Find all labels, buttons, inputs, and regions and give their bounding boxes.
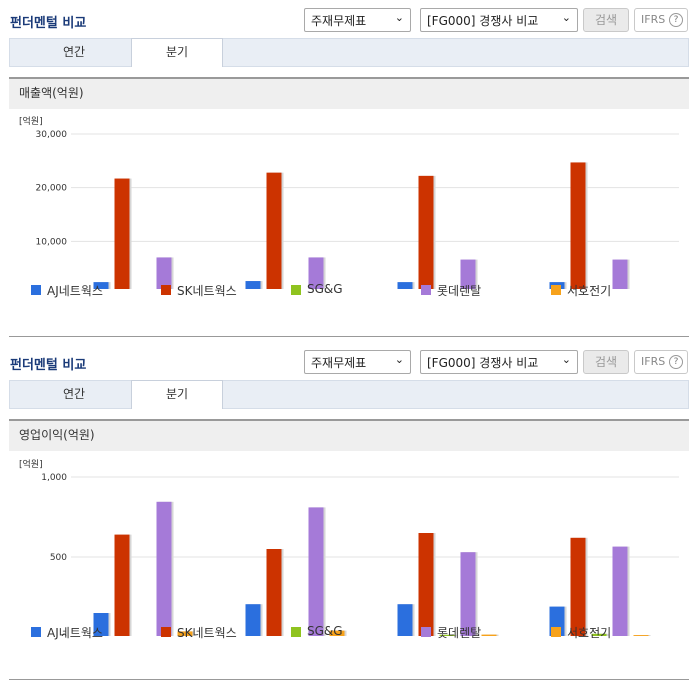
compare-group-select[interactable]: [FG000] 경쟁사 비교 ⌄: [420, 8, 578, 32]
legend-swatch: [551, 627, 561, 637]
legend-label: 서호전기: [567, 626, 612, 640]
bar: [612, 546, 628, 636]
bar: [439, 634, 455, 636]
bar: [177, 631, 193, 636]
report-type-select[interactable]: 주재무제표 ⌄: [304, 350, 411, 374]
legend-label: SG&G: [307, 624, 343, 638]
legend-label: SK네트웍스: [177, 626, 237, 640]
bar: [308, 507, 324, 636]
bar: [156, 257, 172, 289]
legend-swatch: [161, 285, 171, 295]
question-icon: ?: [669, 355, 683, 369]
bar: [591, 633, 607, 636]
legend-swatch: [551, 285, 561, 295]
tab-quarterly[interactable]: 분기: [131, 38, 223, 67]
period-tabs: 연간 분기: [9, 38, 689, 67]
legend-swatch: [31, 285, 41, 295]
bar: [418, 175, 434, 289]
chevron-down-icon: ⌄: [561, 11, 571, 24]
section-divider: [9, 336, 689, 337]
ifrs-help-button[interactable]: IFRS ?: [634, 350, 688, 374]
question-icon: ?: [669, 13, 683, 27]
bar: [114, 178, 130, 289]
bar: [93, 282, 109, 289]
section-header: 펀더멘털 비교 주재무제표 ⌄ [FG000] 경쟁사 비교 ⌄ 검색 IFRS…: [0, 0, 696, 38]
legend-swatch: [421, 627, 431, 637]
y-tick-label: 0: [61, 633, 67, 636]
bar: [245, 281, 261, 289]
legend-swatch: [31, 627, 41, 637]
section-header: 펀더멘털 비교 주재무제표 ⌄ [FG000] 경쟁사 비교 ⌄ 검색 IFRS…: [0, 342, 696, 380]
compare-group-value: [FG000] 경쟁사 비교: [427, 14, 539, 28]
metric-heading: 영업이익(억원): [9, 419, 689, 451]
y-tick-label: 10,000: [36, 237, 68, 247]
compare-group-select[interactable]: [FG000] 경쟁사 비교 ⌄: [420, 350, 578, 374]
bar: [418, 533, 434, 636]
operating-profit-bar-chart: [억원]05001,0002023/062023/092023/122024/0…: [19, 458, 679, 636]
unit-label: [억원]: [19, 458, 43, 470]
ifrs-help-button[interactable]: IFRS ?: [634, 8, 688, 32]
legend-label: AJ네트웍스: [47, 284, 103, 298]
chart-legend: AJ네트웍스 SK네트웍스 SG&G 롯데렌탈 서호전기: [31, 624, 671, 640]
section-title: 펀더멘털 비교: [10, 16, 87, 31]
legend-swatch: [161, 627, 171, 637]
section-divider: [9, 679, 689, 680]
chart-legend: AJ네트웍스 SK네트웍스 SG&G 롯데렌탈 서호전기: [31, 282, 671, 298]
legend-label: AJ네트웍스: [47, 626, 103, 640]
legend-label: SK네트웍스: [177, 284, 237, 298]
y-tick-label: 500: [50, 553, 67, 563]
bar: [397, 282, 413, 289]
tab-annual[interactable]: 연간: [62, 45, 86, 59]
legend-label: 롯데렌탈: [437, 284, 482, 298]
revenue-chart: [억원]010,00020,00030,0002023/062023/09202…: [9, 109, 689, 304]
ifrs-label: IFRS: [641, 13, 666, 26]
bar: [460, 552, 476, 636]
search-button[interactable]: 검색: [583, 8, 629, 32]
period-tabs: 연간 분기: [9, 380, 689, 409]
bar: [308, 257, 324, 289]
legend-label: SG&G: [307, 282, 343, 296]
bar: [460, 259, 476, 289]
legend-swatch: [291, 627, 301, 637]
legend-label: 롯데렌탈: [437, 626, 482, 640]
bar: [266, 172, 282, 289]
y-tick-label: 1,000: [41, 473, 67, 483]
bar: [93, 613, 109, 636]
legend-swatch: [291, 285, 301, 295]
y-tick-label: 20,000: [36, 184, 68, 194]
report-type-value: 주재무제표: [311, 356, 367, 370]
chevron-down-icon: ⌄: [561, 353, 571, 366]
operating-profit-chart: [억원]05001,0002023/062023/092023/122024/0…: [9, 451, 689, 651]
report-type-value: 주재무제표: [311, 14, 367, 28]
bar: [397, 604, 413, 636]
chevron-down-icon: ⌄: [394, 353, 404, 366]
legend-label: 서호전기: [567, 284, 612, 298]
bar: [156, 501, 172, 636]
compare-group-value: [FG000] 경쟁사 비교: [427, 356, 539, 370]
search-button[interactable]: 검색: [583, 350, 629, 374]
revenue-bar-chart: [억원]010,00020,00030,0002023/062023/09202…: [19, 115, 679, 289]
legend-swatch: [421, 285, 431, 295]
bar: [266, 549, 282, 636]
fundamental-comparison-section-revenue: 펀더멘털 비교 주재무제표 ⌄ [FG000] 경쟁사 비교 ⌄ 검색 IFRS…: [0, 0, 696, 304]
bar: [114, 534, 130, 636]
bar: [481, 634, 497, 636]
chevron-down-icon: ⌄: [394, 11, 404, 24]
fundamental-comparison-section-operating-profit: 펀더멘털 비교 주재무제표 ⌄ [FG000] 경쟁사 비교 ⌄ 검색 IFRS…: [0, 342, 696, 651]
tab-annual[interactable]: 연간: [62, 387, 86, 401]
tab-quarterly[interactable]: 분기: [131, 380, 223, 409]
bar: [245, 604, 261, 636]
bar: [570, 162, 586, 289]
bar: [633, 635, 649, 636]
bar: [570, 537, 586, 636]
ifrs-label: IFRS: [641, 355, 666, 368]
bar: [329, 630, 345, 636]
y-tick-label: 30,000: [36, 130, 68, 140]
unit-label: [억원]: [19, 115, 43, 127]
metric-heading: 매출액(억원): [9, 77, 689, 109]
bar: [612, 259, 628, 289]
section-title: 펀더멘털 비교: [10, 358, 87, 373]
report-type-select[interactable]: 주재무제표 ⌄: [304, 8, 411, 32]
